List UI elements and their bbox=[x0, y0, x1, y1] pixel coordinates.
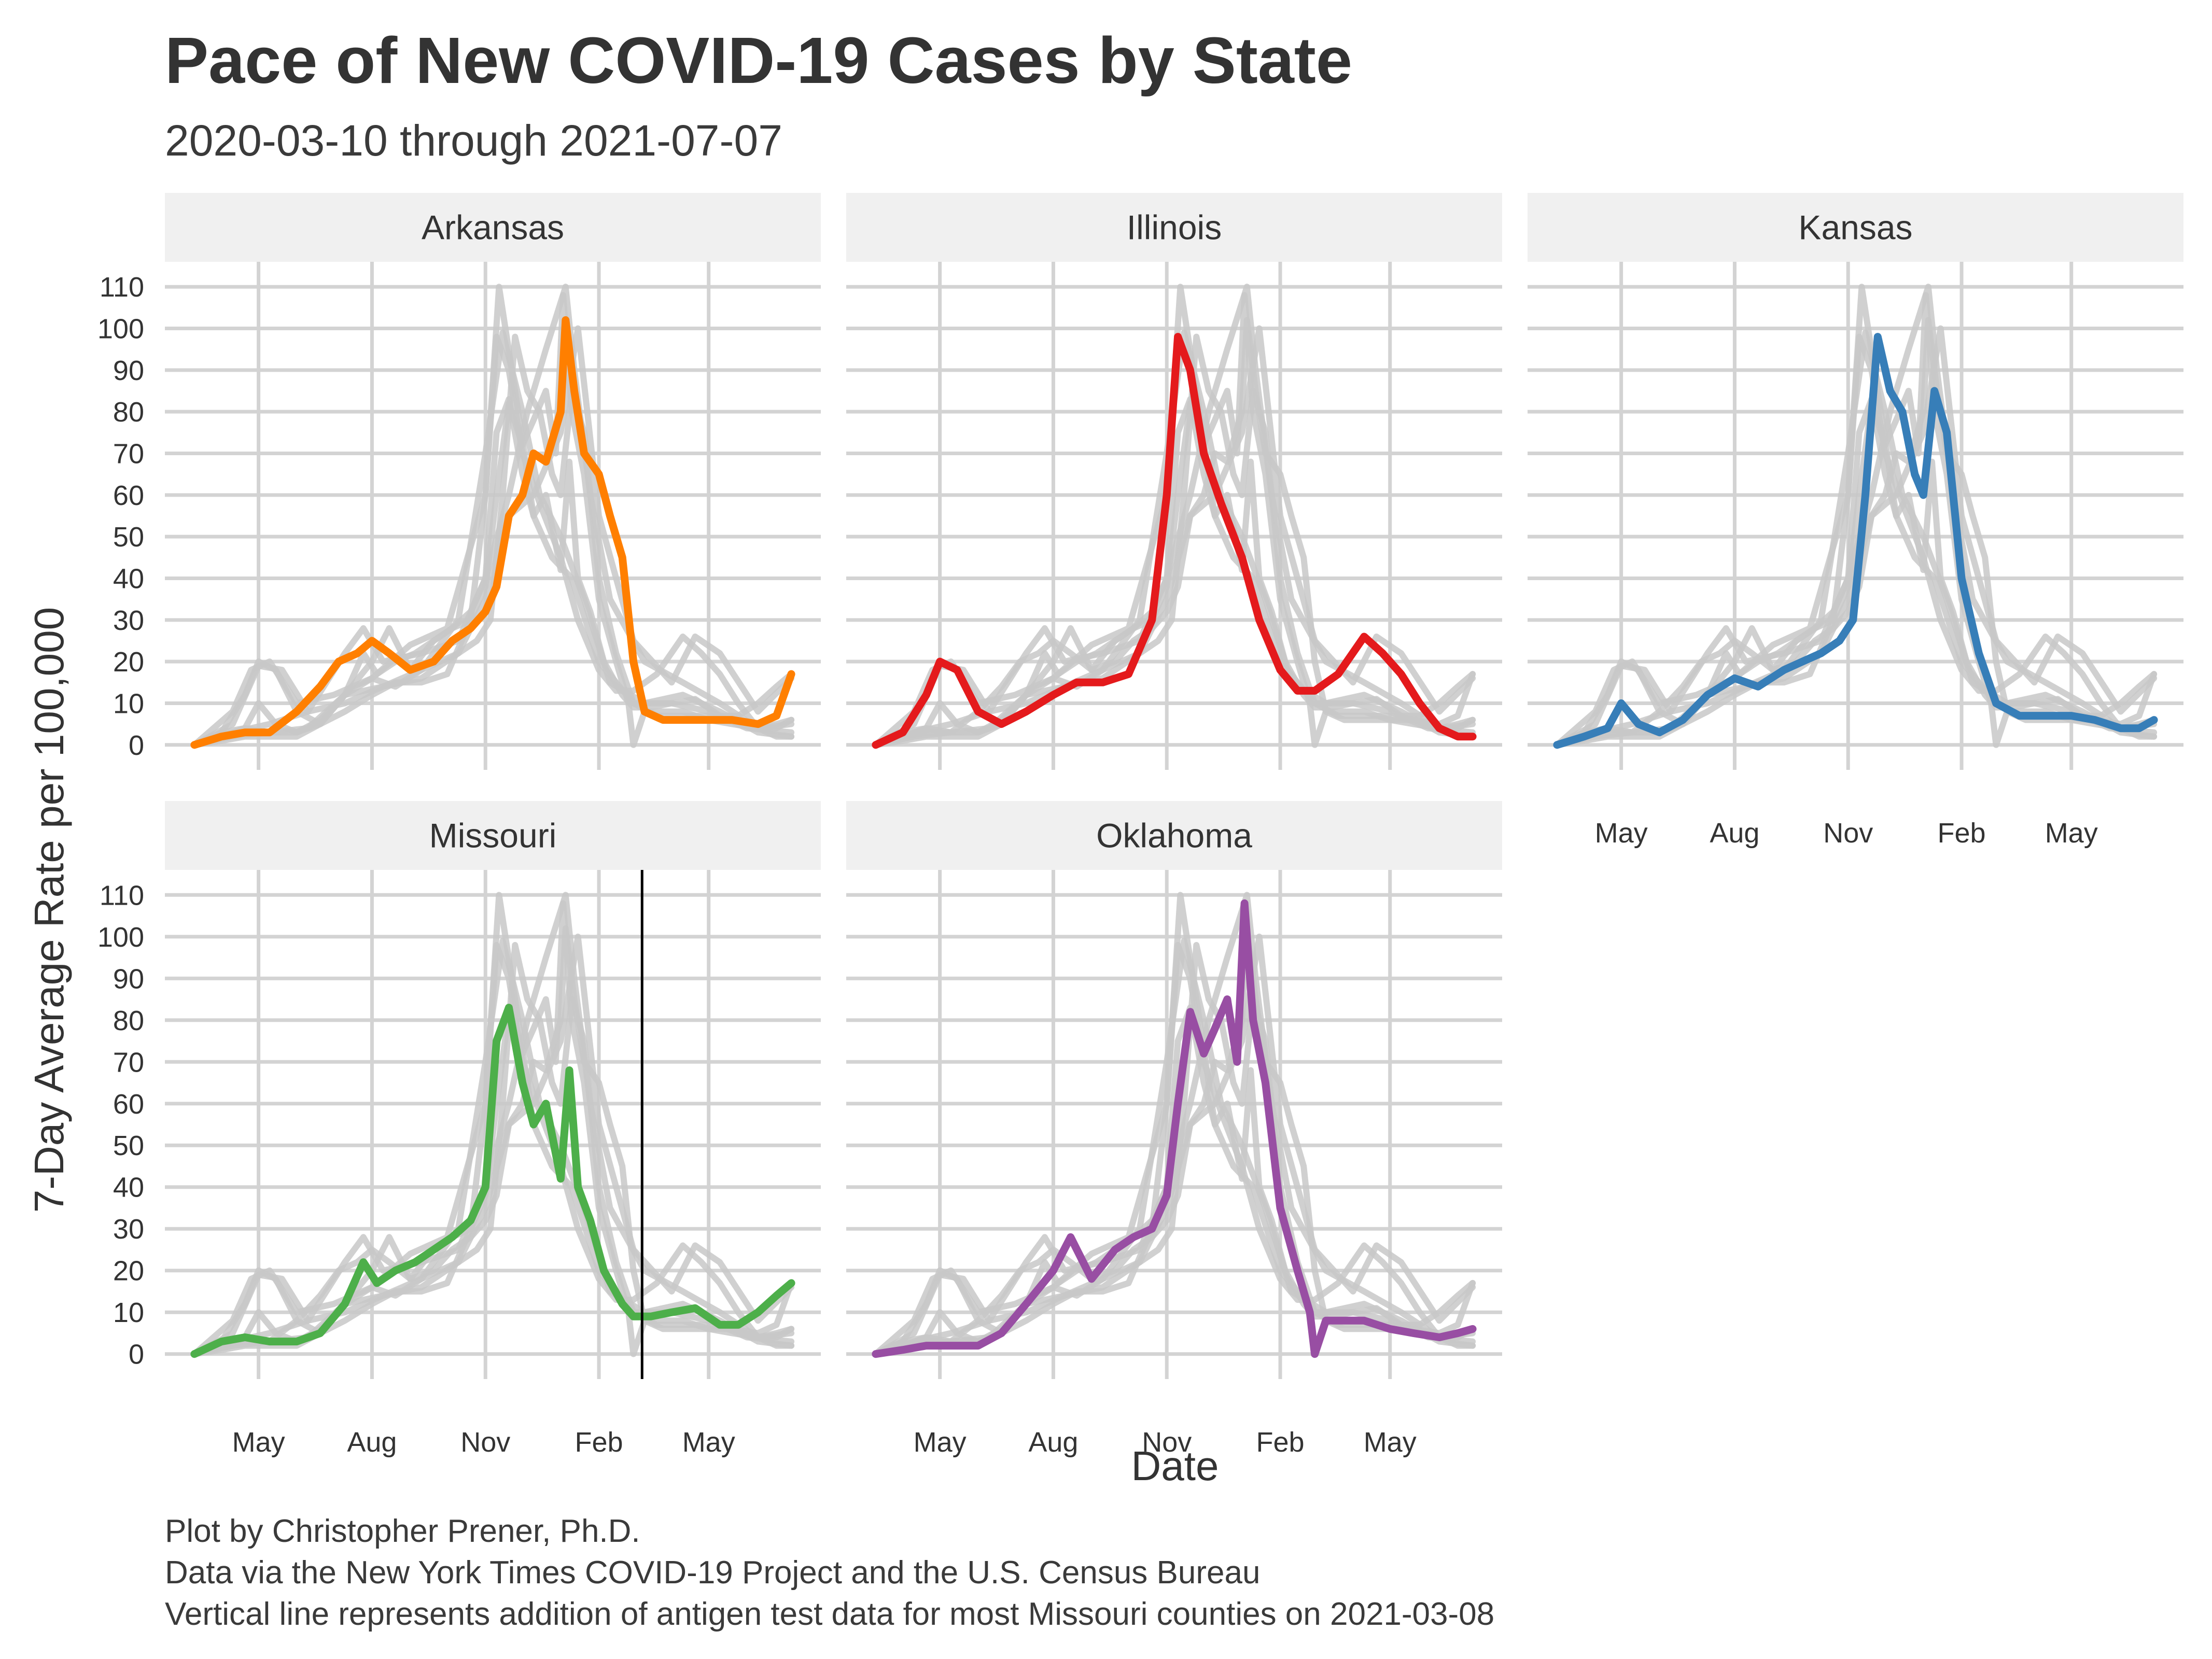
panel-missouri: Missouri 0 10 20 30 40 50 60 70 80 90 100 110 May Aug N… bbox=[97, 801, 821, 1458]
series-line-oklahoma bbox=[872, 899, 1477, 1358]
x-tick-label: May bbox=[2045, 818, 2098, 849]
y-tick-label: 90 bbox=[113, 355, 144, 386]
chart-title: Pace of New COVID-19 Cases by State bbox=[165, 24, 1352, 97]
panel-kansas: Kansas May Aug Nov Feb May bbox=[1528, 193, 2183, 849]
facet-panels: Arkansas0102030405060708090100110Illinoi… bbox=[97, 193, 2183, 1458]
y-tick-label: 20 bbox=[113, 646, 144, 678]
x-tick-label: May bbox=[1595, 818, 1648, 849]
background-series-nebraska bbox=[872, 329, 1476, 748]
y-tick-label: 10 bbox=[113, 1297, 144, 1328]
chart-subtitle: 2020-03-10 through 2021-07-07 bbox=[165, 116, 782, 165]
y-tick-label: 80 bbox=[113, 1005, 144, 1036]
y-tick-label: 60 bbox=[113, 480, 144, 511]
background-series-kentucky bbox=[872, 933, 1476, 1357]
y-tick-label: 10 bbox=[113, 688, 144, 719]
strip-kansas bbox=[1528, 193, 2183, 262]
x-tick-label: Nov bbox=[460, 1427, 510, 1458]
y-axis-title: 7-Day Average Rate per 100,000 bbox=[26, 607, 72, 1213]
x-tick-label: Feb bbox=[1256, 1427, 1305, 1458]
caption-line-3: Vertical line represents addition of ant… bbox=[165, 1596, 1494, 1632]
x-tick-label: Feb bbox=[575, 1427, 623, 1458]
caption-line-2: Data via the New York Times COVID-19 Pro… bbox=[165, 1555, 1260, 1591]
panel-illinois: Illinois bbox=[846, 193, 1502, 770]
y-tick-label: 60 bbox=[113, 1089, 144, 1120]
y-tick-label: 110 bbox=[100, 272, 144, 303]
background-series-kentucky bbox=[191, 325, 795, 748]
strip-label-illinois: Illinois bbox=[1127, 208, 1222, 247]
panel-oklahoma: Oklahoma May Aug Nov Feb May bbox=[846, 801, 1502, 1458]
y-tick-label: 30 bbox=[113, 1214, 144, 1245]
y-tick-label: 20 bbox=[113, 1256, 144, 1287]
caption-line-1: Plot by Christopher Prener, Ph.D. bbox=[165, 1513, 640, 1549]
background-series-nebraska bbox=[872, 937, 1476, 1357]
panel-arkansas: Arkansas 0 10 20 30 40 50 60 70 80 90 100 110 bbox=[97, 193, 821, 770]
strip-label-arkansas: Arkansas bbox=[422, 208, 564, 247]
y-tick-label: 0 bbox=[129, 1339, 144, 1370]
x-axis-title: Date bbox=[1131, 1443, 1219, 1489]
series-line-arkansas bbox=[190, 316, 795, 749]
y-tick-label: 50 bbox=[113, 522, 144, 553]
strip-illinois bbox=[846, 193, 1502, 262]
x-tick-label: Feb bbox=[1938, 818, 1986, 849]
strip-oklahoma bbox=[846, 801, 1502, 870]
y-tick-label: 30 bbox=[113, 605, 144, 636]
x-tick-label: May bbox=[682, 1427, 735, 1458]
strip-label-missouri: Missouri bbox=[429, 817, 557, 855]
y-tick-label: 110 bbox=[100, 880, 144, 911]
y-tick-label: 100 bbox=[97, 314, 144, 345]
strip-label-oklahoma: Oklahoma bbox=[1096, 817, 1252, 855]
background-series-nebraska bbox=[191, 329, 795, 748]
y-tick-label: 50 bbox=[113, 1130, 144, 1161]
x-tick-label: Nov bbox=[1142, 1427, 1192, 1458]
x-tick-label: May bbox=[232, 1427, 285, 1458]
y-tick-label: 40 bbox=[113, 1172, 144, 1203]
x-tick-label: May bbox=[1364, 1427, 1417, 1458]
x-tick-label: Aug bbox=[1028, 1427, 1078, 1458]
y-tick-label: 70 bbox=[113, 1047, 144, 1078]
y-tick-label: 40 bbox=[113, 563, 144, 594]
background-series-nebraska bbox=[191, 937, 795, 1357]
y-tick-label: 0 bbox=[129, 730, 144, 761]
strip-arkansas bbox=[165, 193, 821, 262]
y-tick-label: 70 bbox=[113, 439, 144, 470]
background-series-nebraska bbox=[1553, 329, 2158, 748]
x-tick-label: Nov bbox=[1823, 818, 1873, 849]
x-tick-label: May bbox=[914, 1427, 967, 1458]
y-tick-label: 90 bbox=[113, 963, 144, 994]
series-line-illinois bbox=[872, 333, 1477, 749]
strip-label-kansas: Kansas bbox=[1798, 208, 1912, 247]
y-tick-label: 100 bbox=[97, 922, 144, 953]
series-line-missouri bbox=[190, 1004, 795, 1358]
x-tick-label: Aug bbox=[1710, 818, 1759, 849]
x-tick-label: Aug bbox=[347, 1427, 397, 1458]
strip-missouri bbox=[165, 801, 821, 870]
series-line-kansas bbox=[1553, 333, 2158, 749]
y-tick-label: 80 bbox=[113, 397, 144, 428]
